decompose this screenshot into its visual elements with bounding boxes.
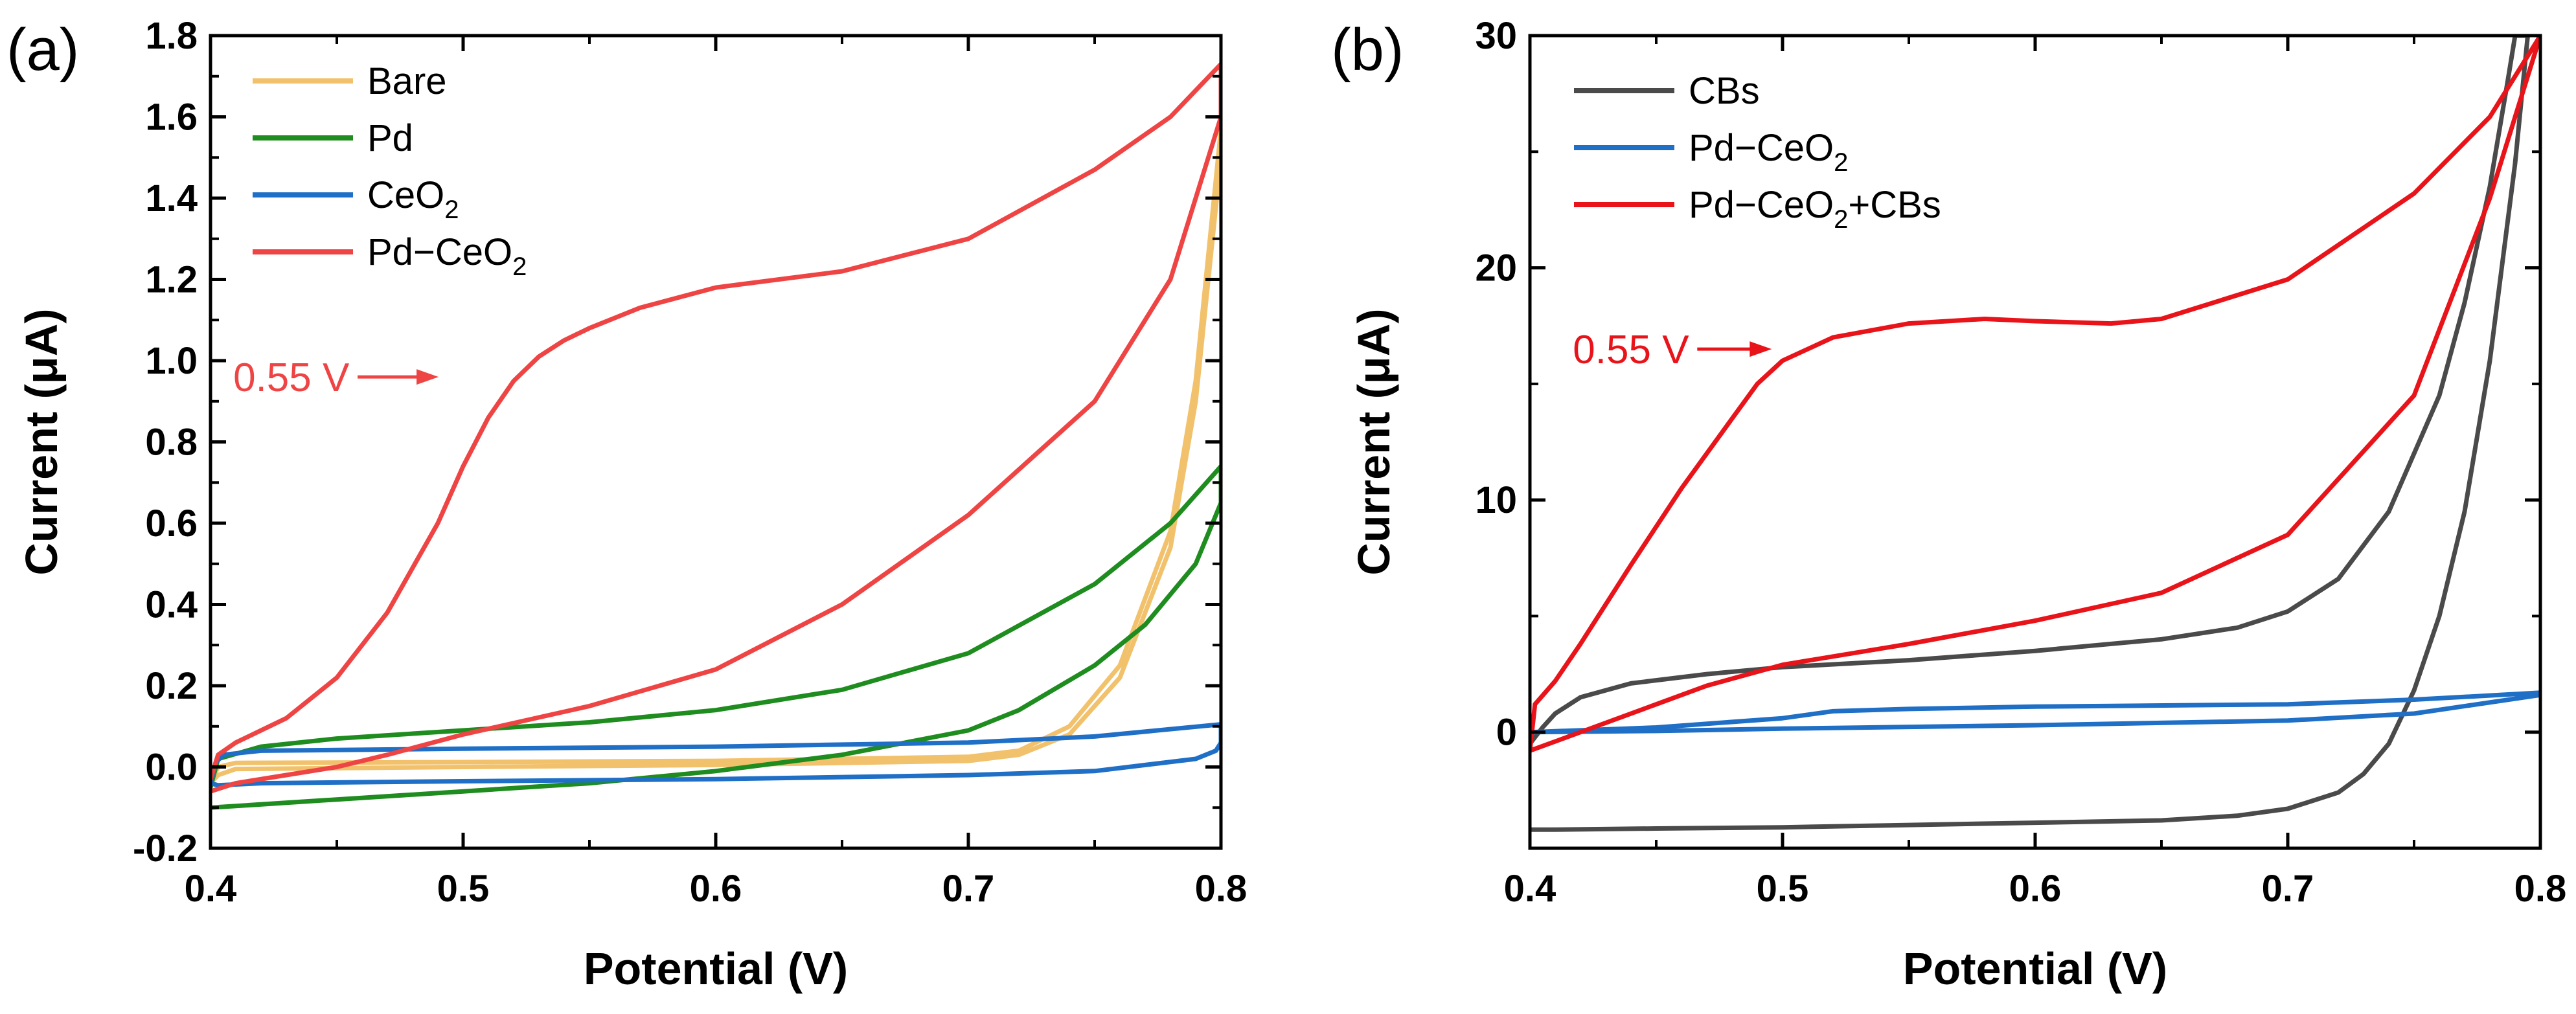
arrow-icon	[1750, 341, 1772, 357]
y-tick-label: 1.0	[145, 340, 198, 382]
x-tick-label: 0.6	[690, 868, 742, 910]
annotation-label: 0.55 V	[1573, 328, 1689, 372]
series-line-pd-ceo2	[1530, 690, 2540, 735]
y-tick-label: 10	[1475, 479, 1517, 521]
series-line-ceo2	[211, 722, 1221, 788]
y-tick-label: -0.2	[133, 828, 198, 870]
y-tick-label: 20	[1475, 247, 1517, 289]
y-tick-label: 30	[1475, 15, 1517, 57]
panel-label: (a)	[6, 17, 79, 83]
legend-label: Pd−CeO2	[1689, 127, 1848, 177]
x-tick-label: 0.8	[1195, 868, 1248, 910]
x-tick-label: 0.7	[942, 868, 995, 910]
panel-b-legend: CBs Pd−CeO2 Pd−CeO2+CBs	[1574, 70, 1941, 234]
y-tick-label: 1.6	[145, 96, 198, 139]
y-tick-label: 0.6	[145, 502, 198, 545]
legend-label: CeO2	[367, 174, 459, 224]
x-axis-title: Potential (V)	[1903, 943, 2167, 994]
series-line-pd	[211, 464, 1221, 810]
x-tick-label: 0.6	[2009, 868, 2062, 910]
y-tick-label: 1.2	[145, 259, 198, 301]
series-line-pd-ceo2	[211, 62, 1221, 794]
y-tick-label: 1.8	[145, 15, 198, 57]
panel-a: 0.4 0.5 0.6 0.7 0.8 -0.2 0.0 0.2 0.4 0.6 0.8 1.0 1.2…	[6, 15, 1247, 994]
y-axis-title: Current (μA)	[16, 308, 67, 575]
x-tick-label: 0.5	[437, 868, 490, 910]
panel-a-legend: Bare Pd CeO2 Pd−CeO2	[253, 60, 527, 281]
x-tick-label: 0.4	[185, 868, 237, 910]
x-tick-label: 0.5	[1757, 868, 1809, 910]
y-tick-label: 0.8	[145, 422, 198, 464]
legend-label: Pd	[367, 117, 413, 159]
legend-label: Pd−CeO2	[367, 231, 527, 281]
y-tick-label: 0.4	[145, 584, 198, 626]
annotation-label: 0.55 V	[233, 355, 350, 400]
panel-b: 0.4 0.5 0.6 0.7 0.8 0 10 20 30 Potential (V) Curre…	[1331, 15, 2566, 994]
panel-a-series-group	[211, 62, 1221, 810]
panel-label: (b)	[1331, 17, 1404, 83]
arrow-icon	[416, 369, 439, 385]
legend-label: CBs	[1689, 70, 1760, 112]
legend-label: Bare	[367, 60, 447, 102]
x-axis-title: Potential (V)	[584, 943, 848, 994]
series-line-bare	[211, 126, 1221, 786]
y-tick-label: 1.4	[145, 177, 198, 220]
x-tick-label: 0.8	[2514, 868, 2567, 910]
series-line-pd-ceo2-cbs	[1530, 36, 2540, 753]
y-axis-title: Current (μA)	[1349, 308, 1399, 575]
panel-b-series-group	[1530, 36, 2540, 832]
y-tick-label: 0.2	[145, 665, 198, 707]
y-tick-label: 0	[1496, 712, 1517, 754]
legend-label: Pd−CeO2+CBs	[1689, 184, 1941, 234]
x-tick-label: 0.4	[1504, 868, 1556, 910]
y-tick-label: 0.0	[145, 747, 198, 789]
x-tick-label: 0.7	[2262, 868, 2314, 910]
